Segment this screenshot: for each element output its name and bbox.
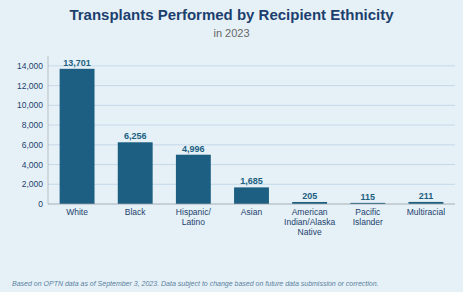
footer: Based on OPTN data as of September 3, 20… — [12, 280, 379, 288]
x-tick-label-line: Black — [125, 207, 147, 217]
x-tick-label-line: Islander — [353, 217, 383, 227]
y-axis: 0 2,000 4,000 6,000 8,000 10,000 12,000 14,000 — [17, 56, 48, 209]
y-tick-label: 2,000 — [22, 179, 44, 189]
chart: Transplants Performed by Recipient Ethni… — [0, 0, 463, 292]
data-label: 1,685 — [240, 176, 263, 186]
x-tick-label-line: Asian — [241, 207, 263, 217]
x-tick-label: Multiracial — [407, 207, 445, 217]
data-label: 13,701 — [63, 58, 91, 68]
subtitle: in 2023 — [213, 27, 249, 39]
grid-line — [48, 85, 455, 86]
bar — [176, 155, 211, 204]
data-label: 115 — [361, 192, 376, 202]
x-tick-label: White — [66, 207, 88, 217]
data-label: 6,256 — [124, 131, 147, 141]
grid-line — [48, 105, 455, 106]
x-tick-label-line: Native — [298, 227, 322, 237]
x-tick-label-line: White — [66, 207, 88, 217]
grid-line — [48, 65, 455, 66]
x-axis-line — [48, 204, 455, 205]
data-labels: 13,701 6,256 4,996 1,685 205 115 211 — [63, 58, 433, 202]
grid-line — [48, 125, 455, 126]
grid-line — [48, 164, 455, 165]
bar — [60, 69, 95, 204]
x-tick-label-line: Hispanic/ — [176, 207, 212, 217]
x-tick-label-line: Latino — [182, 217, 205, 227]
grid-line — [48, 144, 455, 145]
y-tick-label: 14,000 — [17, 61, 43, 71]
y-axis-line — [48, 56, 49, 204]
footer-line: Based on OPTN data as of September 3, 20… — [12, 280, 379, 288]
x-axis: White Black Hispanic/Latino Asian AmericanIn… — [66, 207, 445, 237]
data-label: 205 — [302, 191, 317, 201]
x-tick-label-line: Pacific — [355, 207, 381, 217]
title: Transplants Performed by Recipient Ethni… — [69, 6, 394, 23]
bar — [118, 142, 153, 204]
data-label: 211 — [419, 191, 434, 201]
grid — [48, 66, 455, 204]
grid-line — [48, 204, 455, 205]
x-tick-label-line: American — [292, 207, 328, 217]
x-tick-label: Hispanic/Latino — [176, 207, 212, 227]
y-tick-label: 0 — [38, 199, 43, 209]
y-tick-label: 6,000 — [22, 140, 44, 150]
x-tick-label: Black — [125, 207, 147, 217]
data-label: 4,996 — [182, 144, 205, 154]
x-tick-label: PacificIslander — [353, 207, 383, 227]
x-tick-label: AmericanIndian/AlaskaNative — [284, 207, 335, 237]
bar — [234, 187, 269, 204]
x-tick-label-line: Indian/Alaska — [284, 217, 335, 227]
x-tick-label-line: Multiracial — [407, 207, 445, 217]
background — [0, 0, 463, 292]
x-tick-label: Asian — [241, 207, 263, 217]
y-tick-label: 4,000 — [22, 160, 44, 170]
y-tick-label: 10,000 — [17, 100, 43, 110]
y-tick-label: 8,000 — [22, 120, 44, 130]
y-tick-label: 12,000 — [17, 81, 43, 91]
